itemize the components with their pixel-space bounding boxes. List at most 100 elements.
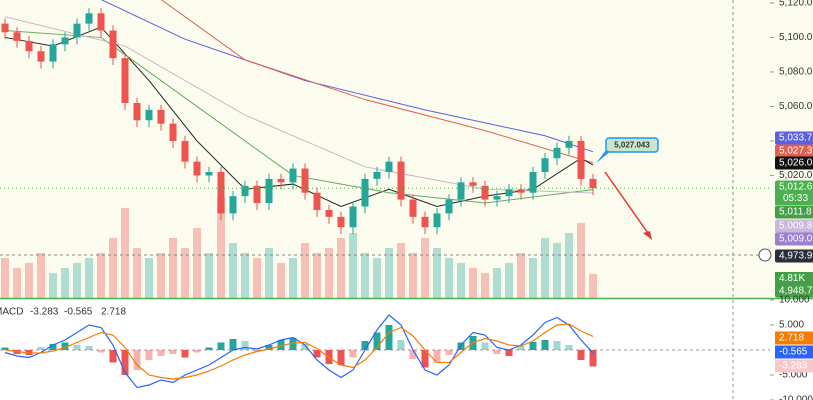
histogram-bar	[97, 350, 105, 353]
candle-body	[433, 213, 441, 228]
price-tag: 5,026.0	[775, 156, 813, 170]
volume-bar	[133, 248, 141, 298]
volume-bar	[541, 238, 549, 298]
price-tag-label: 5,026.0	[779, 158, 813, 169]
volume-bar	[169, 238, 177, 298]
forecast-arrow	[604, 171, 651, 237]
histogram-bar	[205, 347, 213, 350]
histogram-bar	[421, 350, 429, 368]
histogram-bar	[277, 340, 285, 350]
histogram-bar	[577, 350, 585, 360]
volume-tag-bg	[775, 272, 813, 285]
volume-bar	[505, 263, 513, 298]
macd-tag: 2.718	[775, 331, 813, 345]
y-tick-label: 5,120.0	[779, 0, 813, 9]
histogram-bar	[253, 350, 261, 352]
moving-average	[100, 0, 594, 153]
histogram-bar	[361, 341, 369, 350]
candle-body	[349, 206, 357, 228]
moving-average	[4, 16, 594, 194]
moving-average	[160, 0, 594, 164]
macd-tag-label: -3.283	[779, 361, 808, 372]
y-tick-label: 5,080.0	[779, 67, 813, 78]
volume-bar	[517, 253, 525, 298]
price-tag-bg	[775, 232, 813, 246]
volume-bar	[313, 253, 321, 298]
price-tag-label: 4,973.9	[779, 251, 813, 262]
legend-value: -0.565	[64, 307, 93, 318]
histogram-bar	[445, 350, 453, 355]
histogram-bar	[85, 346, 93, 350]
histogram-bar	[517, 346, 525, 350]
histogram-bar	[193, 350, 201, 353]
volume-bar	[565, 233, 573, 298]
volume-bar	[253, 258, 261, 298]
macd-tag-bg	[775, 359, 813, 373]
candle-body	[409, 199, 417, 217]
volume-bar	[97, 253, 105, 298]
candle-body	[505, 189, 513, 197]
price-tag: 5,011.8	[775, 205, 813, 219]
volume-bar	[109, 238, 117, 298]
countdown-bg	[775, 192, 813, 205]
histogram-bar	[289, 338, 297, 350]
histogram-bar	[301, 344, 309, 350]
price-tag-label: 5,027.3	[779, 146, 813, 157]
histogram-bar	[541, 340, 549, 350]
y-tick-label: 5,020.0	[779, 170, 813, 181]
candle-body	[529, 171, 537, 193]
histogram-bar	[433, 350, 441, 363]
histogram-bar	[457, 342, 465, 350]
annotation-pointer	[596, 150, 612, 164]
histogram-bar	[49, 344, 57, 350]
candle-body	[217, 171, 225, 214]
price-tag-bg	[775, 156, 813, 170]
candle-body	[253, 185, 261, 204]
candle-body	[421, 216, 429, 228]
volume-bar	[265, 248, 273, 298]
volume-bar	[469, 268, 477, 298]
volume-bar	[205, 253, 213, 298]
histogram-bar	[217, 342, 225, 350]
candle-body	[325, 209, 333, 217]
histogram-bar	[73, 345, 81, 350]
volume-bar	[349, 233, 357, 298]
histogram-bar	[37, 347, 45, 350]
macd-line	[4, 323, 594, 380]
volume-bar	[85, 258, 93, 298]
candle-body	[61, 37, 69, 45]
volume-bar	[589, 273, 597, 298]
macd-pane	[0, 300, 813, 400]
annotation-label: 5,027.043	[614, 141, 650, 150]
macd-tag-label: 2.718	[779, 333, 804, 344]
candle-body	[121, 58, 129, 103]
histogram-bar	[397, 340, 405, 350]
candle-body	[133, 102, 141, 121]
histogram-bar	[553, 341, 561, 350]
volume-bar	[241, 253, 249, 298]
candle-body	[277, 178, 285, 183]
histogram-bar	[481, 342, 489, 350]
candle-body	[541, 158, 549, 172]
price-tag-label: 5,009.8	[779, 221, 813, 232]
histogram-bar	[265, 345, 273, 350]
histogram-bar	[505, 350, 513, 356]
volume-bar	[157, 253, 165, 298]
price-tag-bg	[775, 249, 813, 263]
histogram-bar	[1, 347, 9, 350]
price-tag-bg	[775, 205, 813, 219]
price-tag: 4,973.9	[775, 249, 813, 263]
candle-body	[205, 171, 213, 176]
volume-bar	[361, 253, 369, 298]
price-tag-label: 5,012.6	[779, 182, 813, 193]
volume-bar	[145, 258, 153, 298]
volume-bar	[481, 273, 489, 298]
price-tag: 5,009.0	[775, 232, 813, 246]
histogram-bar	[565, 345, 573, 350]
price-tag-bg	[775, 284, 813, 298]
volume-bar	[301, 243, 309, 298]
histogram-bar	[349, 350, 357, 358]
legend-value: -3.283	[30, 307, 59, 318]
volume-bar	[457, 263, 465, 298]
crosshair-plus	[758, 248, 772, 262]
